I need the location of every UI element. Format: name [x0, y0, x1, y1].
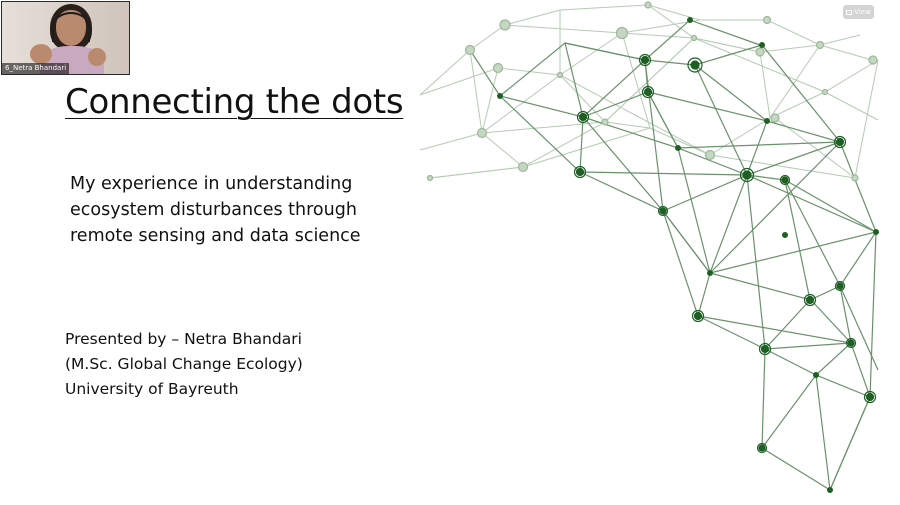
network-nodes-light — [426, 1, 878, 182]
participant-hand — [30, 44, 52, 64]
presenter-line: Presented by – Netra Bhandari — [65, 330, 302, 348]
presenter-line: (M.Sc. Global Change Ecology) — [65, 355, 303, 373]
participant-hand — [88, 48, 106, 66]
presenter-info: Presented by – Netra Bhandari (M.Sc. Glo… — [65, 327, 303, 402]
slide-title: Connecting the dots — [65, 82, 404, 122]
presenter-line: University of Bayreuth — [65, 380, 239, 398]
subtitle-line: remote sensing and data science — [70, 226, 361, 246]
grid-icon — [846, 9, 853, 15]
network-nodes-dark — [497, 17, 879, 493]
view-button-label: View — [854, 8, 871, 16]
subtitle-line: My experience in understanding — [70, 174, 353, 194]
view-button[interactable]: View — [843, 5, 874, 19]
subtitle-line: ecosystem disturbances through — [70, 200, 357, 220]
participant-name-label: 6_Netra Bhandari — [2, 63, 70, 74]
headset-icon — [52, 12, 90, 42]
slide-subtitle: My experience in understanding ecosystem… — [70, 171, 390, 249]
network-nodes-ringed — [573, 53, 877, 454]
participant-video-tile[interactable]: 6_Netra Bhandari — [1, 1, 130, 75]
network-lines-dark — [469, 19, 879, 493]
